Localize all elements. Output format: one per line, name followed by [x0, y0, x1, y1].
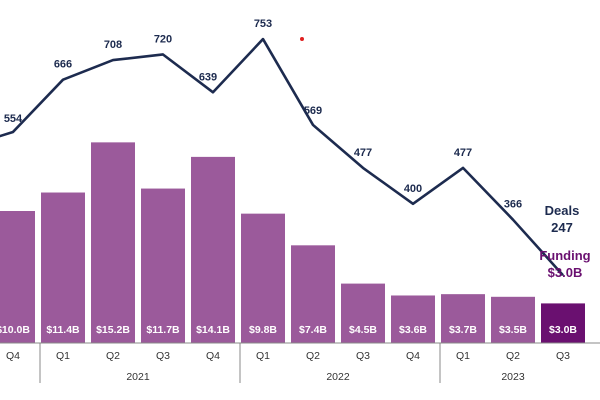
year-label: 2022	[326, 371, 350, 383]
funding-bar-label: $7.4B	[299, 324, 327, 336]
funding-bar	[291, 245, 335, 343]
x-tick-label: Q3	[356, 350, 370, 362]
funding-bar-label: $3.0B	[549, 324, 577, 336]
x-tick-label: Q3	[556, 350, 570, 362]
funding-bar	[141, 188, 185, 343]
funding-bar	[0, 211, 35, 343]
funding-bar-label: $15.2B	[96, 324, 130, 336]
x-tick-label: Q2	[506, 350, 520, 362]
deals-point-label: 569	[304, 105, 322, 117]
funding-bar	[391, 295, 435, 343]
deals-point-label: 753	[254, 18, 272, 30]
funding-bars: $10.0B $11.4B $15.2B $11.7B $14.1B $9.8B $7.4B…	[0, 142, 585, 343]
x-tick-label: Q1	[256, 350, 270, 362]
deals-point-label: 708	[104, 39, 122, 51]
deals-line-layer: 554 666 708 720 639 753 569 477 400 477 366	[0, 18, 564, 277]
red-dot-marker	[300, 37, 304, 41]
deals-legend-value: 247	[551, 220, 573, 235]
x-tick-label: Q4	[206, 350, 220, 362]
deals-line	[0, 37, 564, 277]
x-axis: Q4 Q1 Q2 Q3 Q4 Q1 Q2 Q3 Q4 Q1 Q2 Q3 2021 2022 2023	[0, 342, 600, 383]
funding-bar-label: $14.1B	[196, 324, 230, 336]
x-tick-label: Q4	[6, 350, 20, 362]
deals-point-label: 366	[504, 199, 522, 211]
funding-bar-label: $4.5B	[349, 324, 377, 336]
x-tick-label: Q1	[456, 350, 470, 362]
funding-legend-value: $3.0B	[548, 265, 583, 280]
deals-point-label: 400	[404, 183, 422, 195]
deals-point-label: 477	[454, 147, 472, 159]
funding-bar	[491, 296, 535, 343]
x-tick-label: Q3	[156, 350, 170, 362]
x-tick-label: Q4	[406, 350, 420, 362]
funding-legend-name: Funding	[539, 248, 590, 263]
funding-bar	[91, 142, 135, 343]
funding-bar-label: $3.7B	[449, 324, 477, 336]
year-label: 2023	[501, 371, 525, 383]
funding-bar-label: $9.8B	[249, 324, 277, 336]
deals-point-label: 666	[54, 59, 72, 71]
funding-bar	[191, 156, 235, 343]
year-label: 2021	[126, 371, 150, 383]
deals-point-label: 720	[154, 33, 172, 45]
funding-bar-label: $3.5B	[499, 324, 527, 336]
funding-bar-label: $11.7B	[146, 324, 180, 336]
funding-bar	[541, 303, 585, 343]
funding-bar	[41, 192, 85, 343]
funding-bar	[441, 294, 485, 343]
funding-bar-label: $3.6B	[399, 324, 427, 336]
funding-bar	[241, 213, 285, 343]
deals-point-label: 477	[354, 147, 372, 159]
x-tick-label: Q2	[106, 350, 120, 362]
funding-bar	[341, 283, 385, 343]
x-tick-label: Q2	[306, 350, 320, 362]
funding-bar-label: $10.0B	[0, 324, 30, 336]
deals-legend-name: Deals	[545, 203, 580, 218]
deals-point-label: 554	[4, 113, 23, 125]
funding-bar-label: $11.4B	[46, 324, 80, 336]
x-tick-label: Q1	[56, 350, 70, 362]
deals-point-label: 639	[199, 71, 217, 83]
